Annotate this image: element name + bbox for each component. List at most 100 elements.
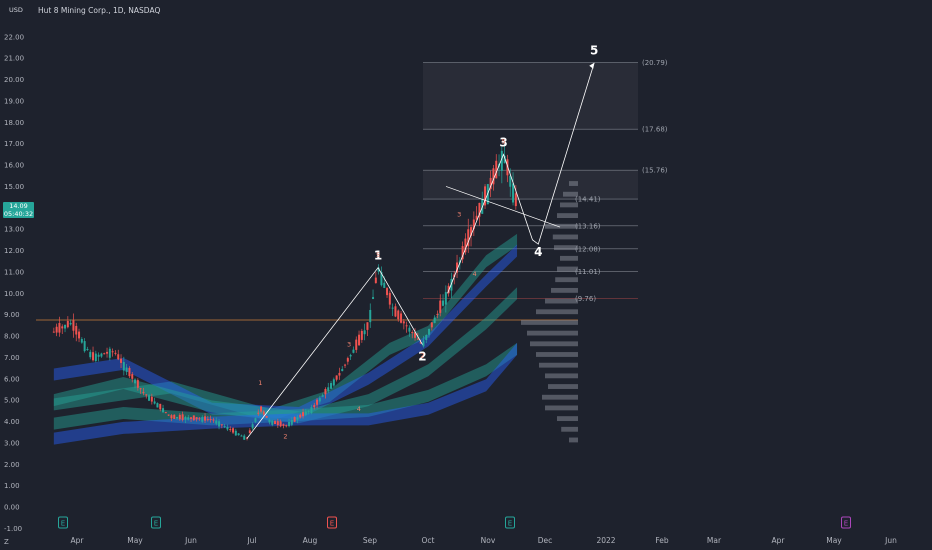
candle-body xyxy=(156,403,159,408)
candle-body xyxy=(204,416,207,421)
candle-body xyxy=(358,334,361,346)
fib-level-label: (14.41) xyxy=(575,196,601,204)
candle-body xyxy=(411,332,414,334)
volume-profile xyxy=(521,181,578,443)
candle-body xyxy=(178,414,181,420)
x-tick-label: May xyxy=(826,536,842,545)
candle-body xyxy=(276,421,279,426)
earnings-letter: E xyxy=(508,520,512,528)
candle-body xyxy=(419,342,422,344)
candle-body xyxy=(100,353,103,357)
volume-profile-bar xyxy=(557,416,578,422)
y-tick-label: -1.00 xyxy=(4,525,22,533)
candle-body xyxy=(92,352,95,361)
candle-body xyxy=(307,410,310,412)
candle-body xyxy=(400,313,403,323)
wave-label-major: 1 xyxy=(374,249,382,263)
candle-body xyxy=(232,428,235,433)
candle-body xyxy=(106,351,109,354)
candle-body xyxy=(192,415,195,421)
x-tick-label: Apr xyxy=(772,536,786,545)
currency-label: USD xyxy=(9,6,23,14)
candle-body xyxy=(512,183,515,203)
y-tick-label: 4.00 xyxy=(4,418,20,426)
candle-body xyxy=(131,374,134,379)
candle-body xyxy=(248,430,251,433)
candle-body xyxy=(472,219,475,229)
y-tick-label: 0.00 xyxy=(4,504,20,512)
candle-body xyxy=(327,387,330,392)
candle-body xyxy=(274,421,277,425)
candle-body xyxy=(366,322,369,330)
candle-body xyxy=(268,419,271,423)
candle-body xyxy=(402,321,405,324)
candle-body xyxy=(262,411,265,415)
candle-body xyxy=(302,412,305,417)
candle-body xyxy=(142,391,145,393)
candle-body xyxy=(316,399,319,405)
candle-body xyxy=(136,380,139,388)
candle-body xyxy=(128,368,131,377)
volume-profile-bar xyxy=(560,202,578,208)
candle-body xyxy=(442,300,445,306)
candle-body xyxy=(372,297,375,299)
candle-body xyxy=(388,292,391,305)
y-tick-label: 8.00 xyxy=(4,333,20,341)
candle-body xyxy=(425,335,428,340)
volume-profile-bar xyxy=(530,341,578,347)
volume-profile-bar xyxy=(557,266,578,272)
x-tick-label: May xyxy=(127,536,143,545)
candle-body xyxy=(167,414,170,416)
candle-body xyxy=(475,215,478,220)
y-tick-label: 12.00 xyxy=(4,247,24,255)
wave-label-major: 3 xyxy=(499,135,507,149)
candle-body xyxy=(103,353,106,355)
earnings-marker xyxy=(841,516,851,529)
wave-label-minor: 3 xyxy=(347,341,351,349)
candle-body xyxy=(304,411,307,416)
candle-body xyxy=(55,326,58,333)
volume-profile-bar xyxy=(554,245,578,251)
wave-label-minor: 4 xyxy=(357,405,361,413)
candle-body xyxy=(108,348,111,358)
x-tick-label: Nov xyxy=(481,536,496,545)
y-tick-label: 2.00 xyxy=(4,461,20,469)
candle-body xyxy=(243,435,246,440)
candle-body xyxy=(484,186,487,206)
last-price: 14.09 xyxy=(9,202,28,210)
candle-body xyxy=(89,351,92,358)
candle-body xyxy=(456,262,459,273)
y-tick-label: 11.00 xyxy=(4,268,24,276)
candle-body xyxy=(198,418,201,420)
y-tick-label: 7.00 xyxy=(4,354,20,362)
earnings-marker xyxy=(327,516,337,529)
y-tick-label: 15.00 xyxy=(4,183,24,191)
x-tick-label: Jul xyxy=(246,536,256,545)
candle-body xyxy=(148,395,151,401)
earnings-letter: E xyxy=(330,520,334,528)
x-tick-label: Sep xyxy=(363,536,377,545)
x-tick-label: Feb xyxy=(655,536,669,545)
wave-label-minor: 4 xyxy=(473,270,477,278)
volume-profile-bar xyxy=(555,277,578,283)
candle-body xyxy=(332,379,335,386)
candle-body xyxy=(444,292,447,305)
candle-body xyxy=(470,227,473,236)
y-tick-label: 21.00 xyxy=(4,55,24,63)
volume-profile-bar xyxy=(552,234,578,240)
candle-body xyxy=(184,416,187,420)
candle-body xyxy=(285,425,288,427)
x-tick-label: Jun xyxy=(184,536,197,545)
volume-profile-bar xyxy=(569,437,578,443)
candle-body xyxy=(190,417,193,419)
candle-body xyxy=(111,351,114,353)
candle-body xyxy=(503,155,506,164)
candle-body xyxy=(150,396,153,402)
volume-profile-bar xyxy=(527,330,578,336)
ma-ribbon xyxy=(53,287,518,424)
earnings-icon: E xyxy=(505,516,515,529)
wave-label-major: 2 xyxy=(418,350,426,364)
earnings-icon: E xyxy=(58,516,68,529)
